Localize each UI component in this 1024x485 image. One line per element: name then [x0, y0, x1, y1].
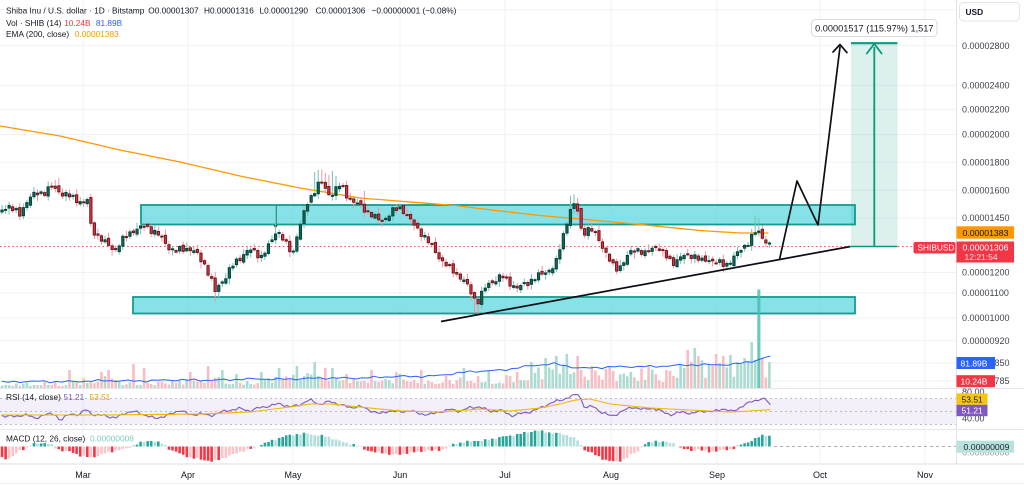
svg-text:Jul: Jul [499, 470, 511, 480]
svg-text:Apr: Apr [181, 470, 195, 480]
svg-text:0.00002400: 0.00002400 [962, 81, 1010, 91]
svg-text:0.00000009: 0.00000009 [964, 442, 1010, 452]
svg-text:Aug: Aug [603, 470, 619, 480]
svg-text:C0.00001306: C0.00001306 [316, 6, 366, 16]
svg-text:EMA (200, close): EMA (200, close) [6, 29, 69, 39]
svg-text:May: May [284, 470, 302, 480]
svg-text:0.00000008: 0.00000008 [90, 434, 134, 444]
svg-text:0.00001800: 0.00001800 [962, 158, 1010, 168]
svg-text:Sep: Sep [709, 470, 725, 480]
svg-text:0.00002000: 0.00002000 [962, 130, 1010, 140]
svg-text:40.00: 40.00 [962, 414, 985, 424]
svg-text:0.00001306: 0.00001306 [963, 243, 1009, 253]
svg-text:0.00001100: 0.00001100 [962, 288, 1009, 298]
svg-text:RSI (14, close): RSI (14, close) [6, 392, 61, 402]
svg-text:0.00001383: 0.00001383 [75, 29, 119, 39]
svg-text:Oct: Oct [813, 470, 828, 480]
svg-text:O0.00001307: O0.00001307 [148, 6, 199, 16]
svg-text:51.21: 51.21 [64, 392, 85, 402]
svg-text:53.51: 53.51 [90, 392, 111, 402]
svg-text:L0.00001290: L0.00001290 [260, 6, 309, 16]
svg-text:0.00002200: 0.00002200 [962, 105, 1010, 115]
svg-text:0.00002800: 0.00002800 [962, 41, 1010, 51]
svg-text:MACD (12, 26, close): MACD (12, 26, close) [6, 434, 86, 444]
svg-text:10.24B: 10.24B [961, 377, 988, 387]
svg-text:−0.00000001 (−0.08%): −0.00000001 (−0.08%) [372, 6, 457, 16]
svg-text:0.00001000: 0.00001000 [962, 313, 1010, 323]
svg-text:53.51: 53.51 [962, 394, 984, 404]
svg-text:H0.00001316: H0.00001316 [204, 6, 254, 16]
svg-text:10.24B: 10.24B [64, 18, 91, 28]
svg-text:12:21:54: 12:21:54 [965, 252, 998, 262]
svg-text:0.00001450: 0.00001450 [962, 213, 1010, 223]
svg-text:0.00000920: 0.00000920 [962, 336, 1010, 346]
svg-text:Mar: Mar [75, 470, 91, 480]
svg-text:Vol · SHIB (14): Vol · SHIB (14) [6, 18, 62, 28]
svg-text:0.00001600: 0.00001600 [962, 186, 1010, 196]
svg-text:SHIBUSD: SHIBUSD [918, 243, 955, 253]
svg-text:Jun: Jun [393, 470, 408, 480]
svg-text:Nov: Nov [917, 470, 934, 480]
svg-text:0.00001200: 0.00001200 [962, 268, 1010, 278]
svg-text:0.00001383: 0.00001383 [963, 228, 1009, 238]
svg-text:81.89B: 81.89B [961, 358, 988, 368]
svg-text:80.00: 80.00 [962, 387, 985, 397]
svg-text:Shiba Inu / U.S. dollar · 1D ·: Shiba Inu / U.S. dollar · 1D · Bitstamp [6, 6, 145, 16]
svg-text:81.89B: 81.89B [96, 18, 123, 28]
svg-text:USD: USD [966, 7, 984, 17]
svg-text:0.00001517 (115.97%) 1,517: 0.00001517 (115.97%) 1,517 [815, 24, 933, 34]
svg-text:51.21: 51.21 [962, 406, 984, 416]
